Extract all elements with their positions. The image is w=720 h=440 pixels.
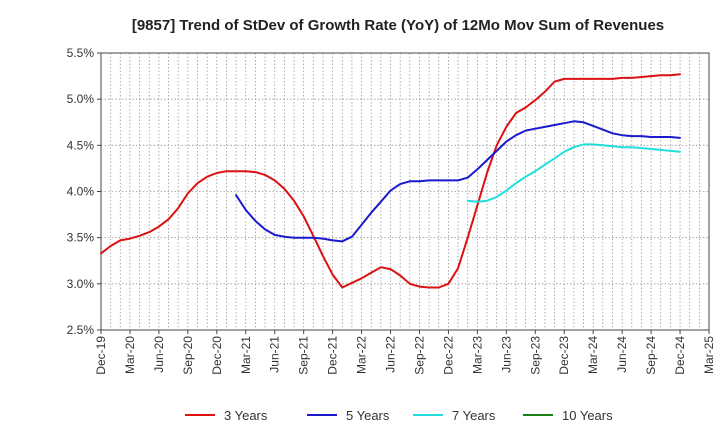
- x-tick-label: Mar-25: [702, 336, 716, 374]
- legend-label: 5 Years: [346, 408, 390, 423]
- x-tick-label: Dec-19: [94, 336, 108, 375]
- y-tick-label: 5.5%: [67, 46, 95, 60]
- x-tick-label: Dec-24: [673, 336, 687, 375]
- y-tick-label: 4.5%: [67, 138, 95, 152]
- x-tick-label: Dec-20: [210, 336, 224, 375]
- y-axis: 2.5% 3.0% 3.5% 4.0% 4.5% 5.0% 5.5%: [67, 46, 101, 337]
- x-tick-label: Jun-22: [384, 336, 398, 373]
- x-tick-label: Dec-22: [441, 336, 455, 375]
- legend-label: 10 Years: [562, 408, 613, 423]
- x-axis: Dec-19 Mar-20 Jun-20 Sep-20 Dec-20 Mar-21 Jun-…: [94, 330, 716, 375]
- x-tick-label: Jun-20: [152, 336, 166, 373]
- x-tick-label: Jun-21: [268, 336, 282, 373]
- x-tick-label: Jun-24: [615, 336, 629, 373]
- series-line-3-years: [100, 73, 681, 289]
- x-tick-label: Jun-23: [499, 336, 513, 373]
- x-tick-label: Sep-24: [644, 336, 658, 375]
- legend: 3 Years 5 Years 7 Years 10 Years: [185, 408, 613, 423]
- legend-label: 3 Years: [224, 408, 268, 423]
- x-tick-label: Mar-23: [470, 336, 484, 374]
- series-line-7-years: [466, 143, 681, 203]
- x-tick-label: Sep-21: [297, 336, 311, 375]
- y-tick-label: 3.5%: [67, 231, 95, 245]
- x-tick-label: Dec-23: [557, 336, 571, 375]
- series-line-5-years: [235, 120, 681, 243]
- x-tick-label: Sep-23: [528, 336, 542, 375]
- y-tick-label: 3.0%: [67, 277, 95, 291]
- series-layer: [100, 73, 681, 289]
- chart-title: [9857] Trend of StDev of Growth Rate (Yo…: [132, 17, 664, 34]
- grid: [101, 53, 709, 330]
- x-tick-label: Mar-22: [355, 336, 369, 374]
- y-tick-label: 5.0%: [67, 92, 95, 106]
- legend-label: 7 Years: [452, 408, 496, 423]
- x-tick-label: Dec-21: [326, 336, 340, 375]
- x-tick-label: Mar-24: [586, 336, 600, 374]
- x-tick-label: Sep-22: [412, 336, 426, 375]
- x-tick-label: Mar-21: [239, 336, 253, 374]
- y-tick-label: 4.0%: [67, 185, 95, 199]
- x-tick-label: Mar-20: [123, 336, 137, 374]
- y-tick-label: 2.5%: [67, 323, 95, 337]
- x-tick-label: Sep-20: [181, 336, 195, 375]
